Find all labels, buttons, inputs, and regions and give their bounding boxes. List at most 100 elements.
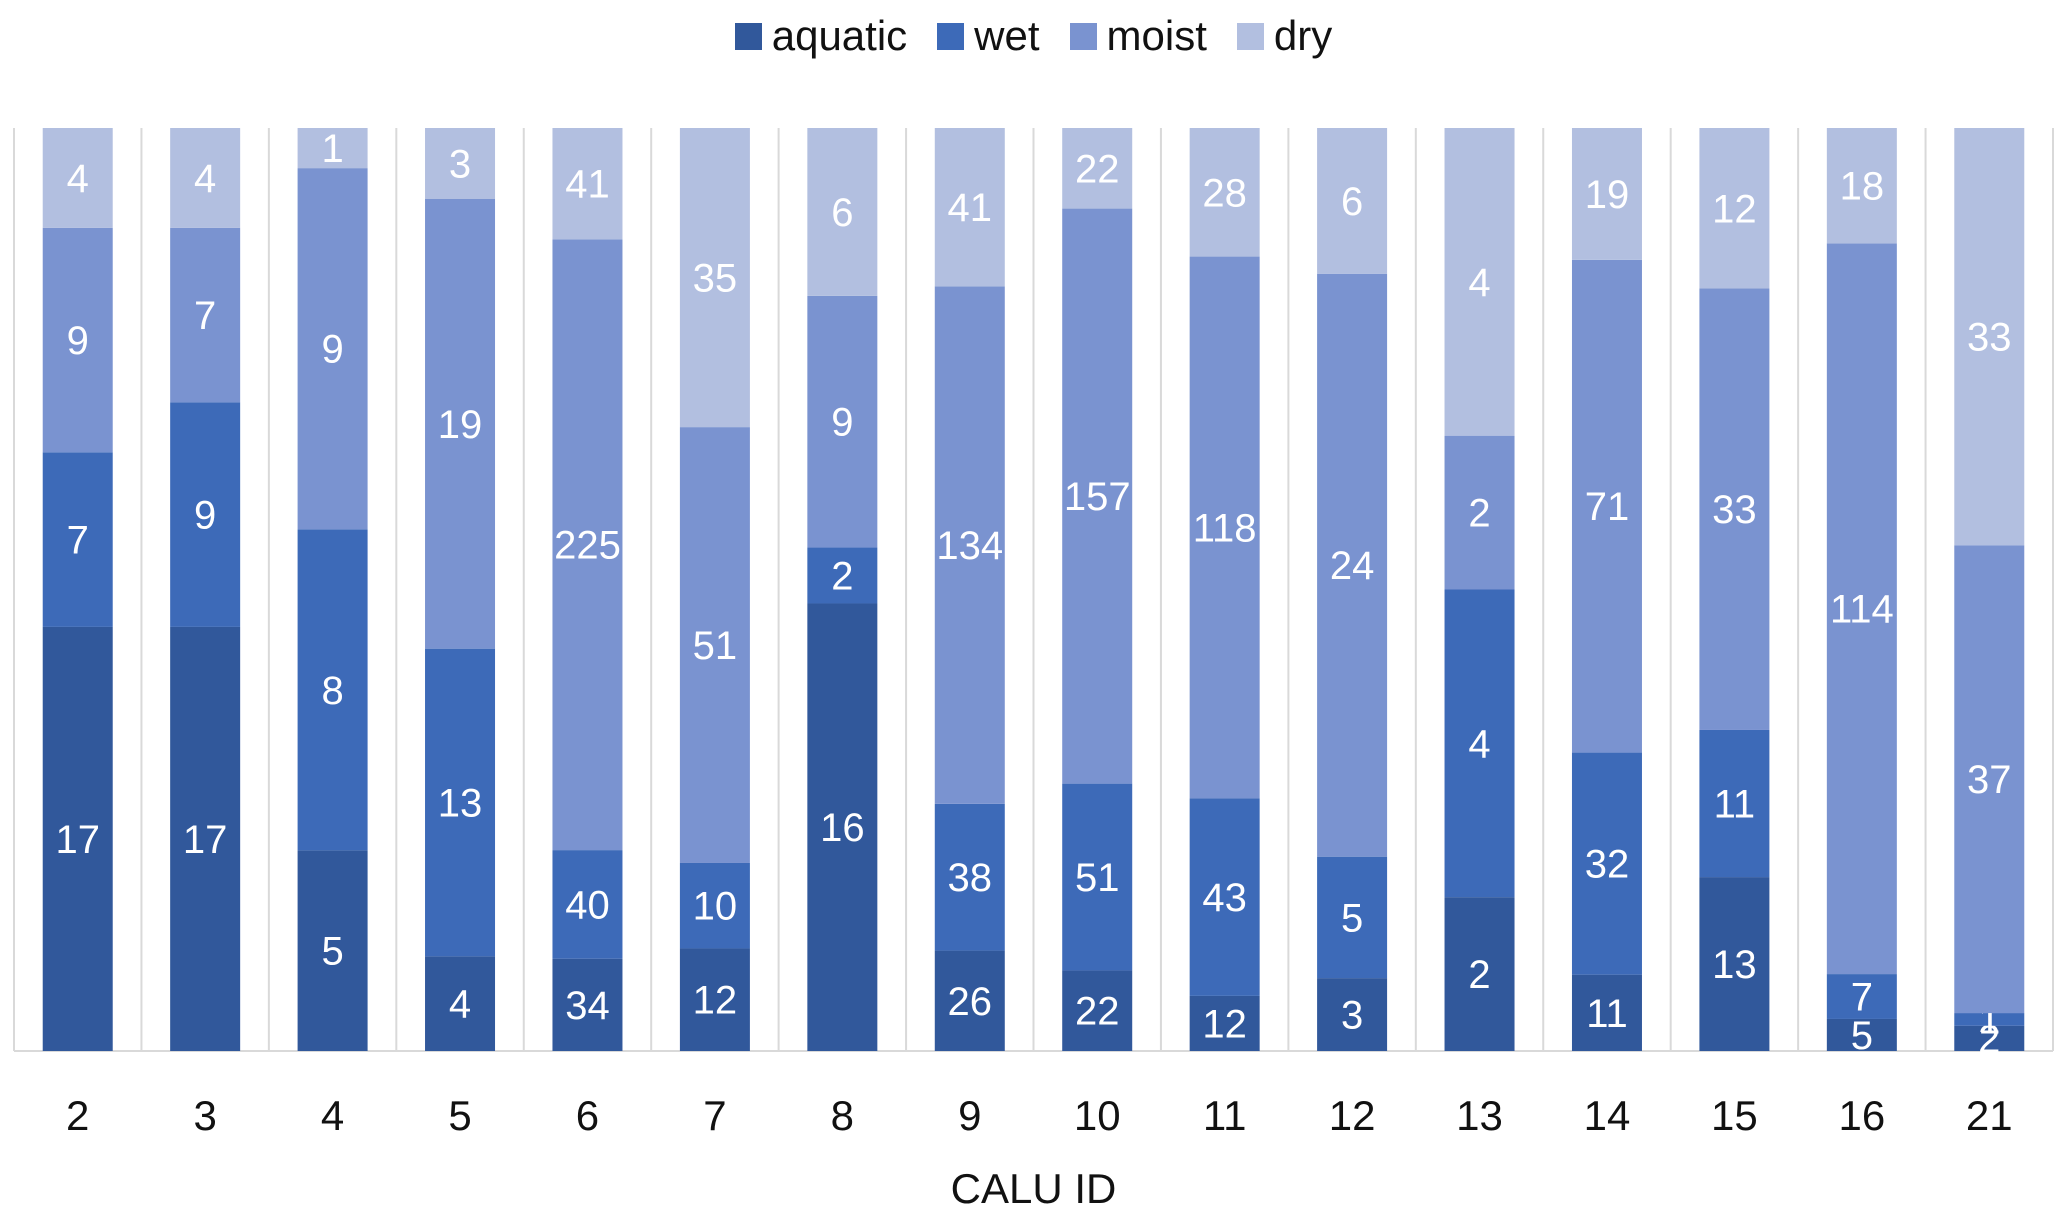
bar-segment bbox=[679, 128, 750, 428]
legend-swatch bbox=[1236, 22, 1264, 50]
bar-segment bbox=[807, 295, 878, 548]
x-tick-label: 9 bbox=[958, 1092, 981, 1139]
bar-segment bbox=[1444, 589, 1515, 898]
bar-segment bbox=[42, 452, 113, 627]
bar-segment bbox=[552, 239, 623, 851]
data-label: 114 bbox=[1830, 588, 1894, 632]
data-label: 40 bbox=[565, 883, 610, 927]
data-label: 2 bbox=[1468, 953, 1490, 997]
data-label: 12 bbox=[693, 979, 738, 1023]
x-tick-label: 14 bbox=[1584, 1092, 1631, 1139]
data-label: 33 bbox=[1712, 488, 1757, 532]
bar-segment bbox=[170, 128, 241, 228]
data-label: 3 bbox=[449, 143, 471, 187]
bar-segment bbox=[679, 948, 750, 1051]
bar-segment bbox=[170, 626, 241, 1051]
legend-label: wet bbox=[974, 12, 1040, 59]
x-tick-label: 11 bbox=[1203, 1092, 1247, 1139]
data-label: 4 bbox=[194, 157, 216, 201]
x-tick-label: 15 bbox=[1711, 1092, 1758, 1139]
bar-segment bbox=[1317, 273, 1388, 857]
bar-segment bbox=[807, 603, 878, 1051]
x-tick-label: 3 bbox=[193, 1092, 216, 1139]
data-label: 9 bbox=[67, 319, 89, 363]
data-label: 51 bbox=[1075, 856, 1120, 900]
data-label: 11 bbox=[1586, 992, 1628, 1036]
bar-segment bbox=[1954, 1025, 2025, 1051]
bar-segment bbox=[297, 529, 368, 851]
data-label: 33 bbox=[1967, 316, 2012, 360]
bar-segment bbox=[1062, 128, 1133, 209]
bar-segment bbox=[807, 128, 878, 296]
data-label: 26 bbox=[948, 980, 993, 1024]
data-label: 2 bbox=[831, 555, 853, 599]
data-label: 22 bbox=[1075, 990, 1120, 1034]
x-tick-label: 6 bbox=[576, 1092, 599, 1139]
bar-segment bbox=[1826, 243, 1897, 975]
bar-segment bbox=[297, 128, 368, 169]
data-label: 51 bbox=[693, 624, 738, 668]
legend-item-moist: moist bbox=[1069, 6, 1207, 66]
x-tick-label: 7 bbox=[703, 1092, 726, 1139]
data-label: 1 bbox=[321, 127, 343, 171]
bar-segment bbox=[934, 950, 1005, 1051]
data-label: 34 bbox=[565, 984, 610, 1028]
legend-swatch bbox=[1069, 22, 1097, 50]
data-label: 12 bbox=[1712, 187, 1757, 231]
x-tick-label: 5 bbox=[448, 1092, 471, 1139]
bar-segment bbox=[1444, 128, 1515, 436]
x-axis-title: CALU ID bbox=[951, 1165, 1117, 1212]
bar-segment bbox=[425, 648, 496, 957]
data-label: 10 bbox=[693, 885, 738, 929]
bar-segment bbox=[552, 850, 623, 959]
data-label: 24 bbox=[1330, 544, 1375, 588]
legend-label: dry bbox=[1273, 12, 1333, 59]
data-label: 7 bbox=[1851, 976, 1873, 1020]
bar-segment bbox=[1189, 995, 1260, 1051]
bar-segment bbox=[1699, 729, 1770, 878]
data-label: 17 bbox=[183, 818, 228, 862]
data-label: 71 bbox=[1585, 485, 1630, 529]
data-label: 11 bbox=[1714, 783, 1756, 827]
data-label: 5 bbox=[321, 930, 343, 974]
bar-segment bbox=[1699, 128, 1770, 289]
data-label: 22 bbox=[1075, 147, 1120, 191]
data-label: 225 bbox=[554, 524, 621, 568]
data-label: 38 bbox=[948, 856, 993, 900]
data-label: 4 bbox=[449, 983, 471, 1027]
data-label: 5 bbox=[1851, 1014, 1873, 1058]
data-label: 43 bbox=[1202, 876, 1247, 920]
bar-segment bbox=[1189, 128, 1260, 257]
bar-segment bbox=[934, 286, 1005, 804]
x-tick-label: 10 bbox=[1074, 1092, 1121, 1139]
bar-segment bbox=[1826, 1018, 1897, 1051]
data-label: 4 bbox=[1468, 722, 1490, 766]
data-label: 9 bbox=[321, 328, 343, 372]
x-tick-label: 13 bbox=[1456, 1092, 1503, 1139]
bar-segment bbox=[1571, 974, 1642, 1051]
legend-swatch bbox=[734, 22, 762, 50]
bar-segment bbox=[1062, 970, 1133, 1051]
data-label: 9 bbox=[831, 401, 853, 445]
bar-segment bbox=[42, 128, 113, 228]
legend-label: aquatic bbox=[771, 12, 908, 59]
bar-segment bbox=[297, 850, 368, 1051]
data-label: 4 bbox=[1468, 261, 1490, 305]
data-label: 6 bbox=[831, 191, 853, 235]
bar-segment bbox=[552, 958, 623, 1051]
data-label: 9 bbox=[194, 494, 216, 538]
bar-segment bbox=[425, 956, 496, 1051]
bar-segment bbox=[1571, 752, 1642, 975]
bar-segment bbox=[297, 168, 368, 530]
data-label: 2 bbox=[1978, 1017, 2000, 1061]
data-label: 7 bbox=[67, 519, 89, 563]
bar-segment bbox=[1571, 259, 1642, 753]
bar-segment bbox=[1699, 288, 1770, 730]
bar-segment bbox=[1444, 897, 1515, 1051]
x-tick-label: 16 bbox=[1838, 1092, 1885, 1139]
data-label: 13 bbox=[1712, 943, 1757, 987]
legend-label: moist bbox=[1106, 12, 1207, 59]
legend-item-wet: wet bbox=[937, 6, 1040, 66]
data-label: 41 bbox=[948, 186, 993, 230]
